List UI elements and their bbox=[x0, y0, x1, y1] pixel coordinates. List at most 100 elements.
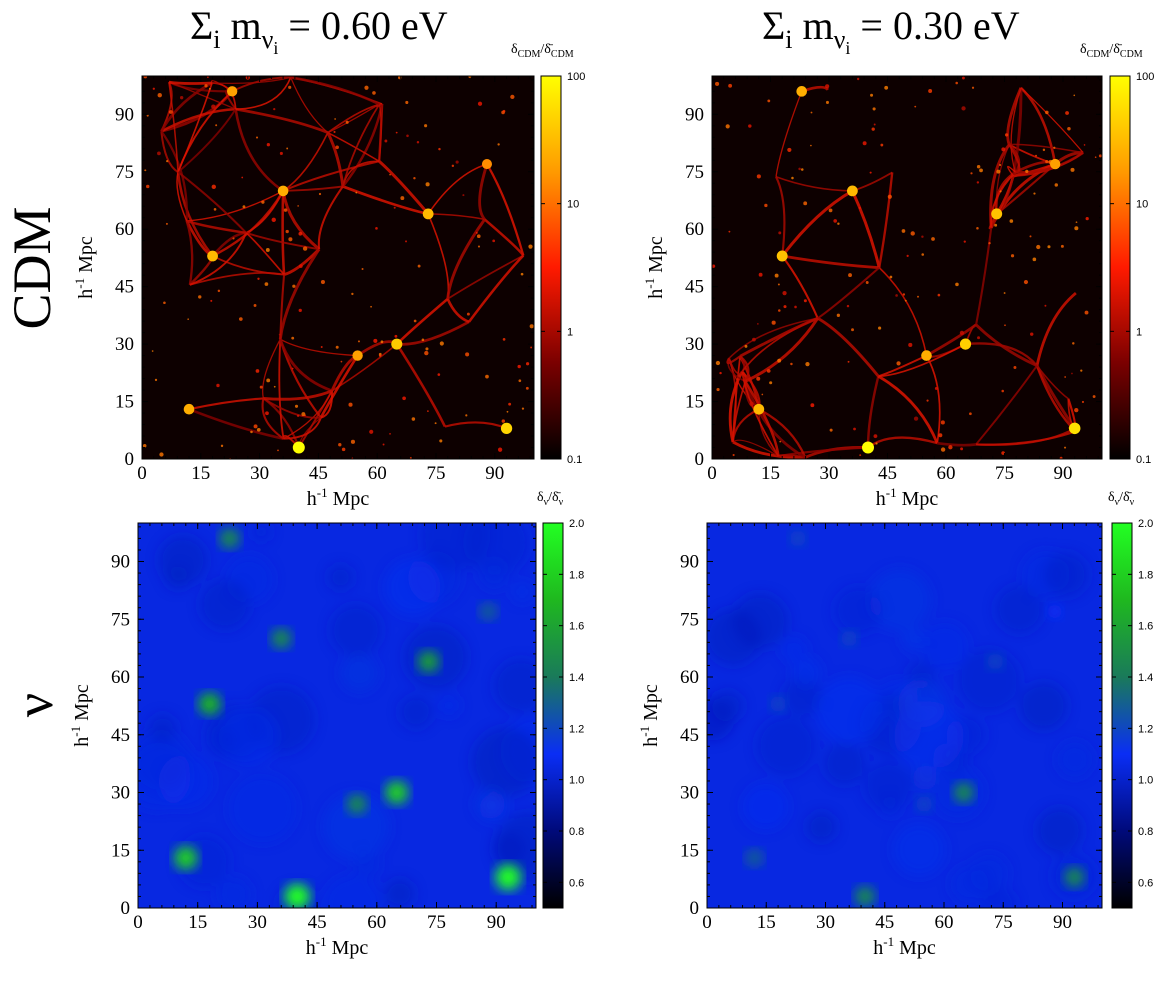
density-peak-4 bbox=[173, 846, 198, 870]
y-tick-label: 0 bbox=[125, 449, 135, 470]
density-peak-2 bbox=[855, 886, 875, 907]
y-tick-label: 45 bbox=[115, 277, 134, 298]
colorbar-label-cdm-1: δCDM/δ̄CDM bbox=[511, 42, 574, 60]
x-tick-label: 90 bbox=[487, 912, 506, 933]
plot-frame bbox=[706, 522, 1103, 909]
filament-network bbox=[142, 76, 534, 459]
x-tick-label: 60 bbox=[367, 912, 386, 933]
x-tick-label: 15 bbox=[757, 912, 776, 933]
colorbar-label-cdm-2: δCDM/δ̄CDM bbox=[1080, 42, 1143, 60]
x-axis-label: h-1 Mpc bbox=[876, 485, 939, 510]
colorbar: 0.1 1 10 100 bbox=[540, 71, 585, 466]
density-peak-1 bbox=[862, 441, 874, 454]
colorbar-label-nu-1: δν/δ̄ν bbox=[537, 490, 564, 508]
colorbar-tick-label: 0.8 bbox=[1138, 826, 1153, 838]
title-nu-sub: i bbox=[845, 38, 851, 59]
y-tick-label: 75 bbox=[685, 162, 704, 183]
y-axis-label: h-1 Mpc bbox=[642, 236, 667, 299]
colorbar-tick-label: 1 bbox=[1136, 326, 1142, 338]
x-axis-label: h-1 Mpc bbox=[306, 934, 369, 959]
colorbar-tick-label: 1.4 bbox=[1138, 672, 1153, 684]
density-peak-3 bbox=[384, 780, 409, 805]
y-tick-label: 0 bbox=[121, 898, 131, 919]
y-tick-label: 15 bbox=[685, 392, 704, 413]
density-peak-7 bbox=[183, 403, 195, 415]
y-tick-label: 60 bbox=[111, 667, 130, 688]
density-peak-7 bbox=[753, 403, 765, 415]
x-axis-label: h-1 Mpc bbox=[307, 485, 370, 510]
density-peak-10 bbox=[479, 602, 498, 621]
density-peak-5 bbox=[422, 208, 434, 220]
colorbar-tick-label: 10 bbox=[1136, 199, 1148, 211]
x-tick-label: 45 bbox=[309, 463, 328, 484]
colorbar-tick-label: 1.0 bbox=[569, 775, 584, 787]
x-tick-label: 90 bbox=[1054, 463, 1073, 484]
density-peak-3 bbox=[953, 782, 974, 803]
x-tick-label: 15 bbox=[191, 463, 210, 484]
y-tick-label: 30 bbox=[115, 334, 134, 355]
title-sigma: Σ bbox=[190, 3, 214, 48]
y-tick-label: 90 bbox=[111, 552, 130, 573]
density-peak-6 bbox=[277, 185, 289, 197]
colorbar-tick-label: 1.8 bbox=[1138, 569, 1153, 581]
density-peak-6 bbox=[417, 651, 440, 673]
colorbar-gradient bbox=[542, 522, 564, 909]
x-tick-label: 60 bbox=[937, 463, 956, 484]
x-tick-label: 75 bbox=[427, 912, 446, 933]
colorbar: 0.1 1 10 100 bbox=[1109, 71, 1154, 466]
heatmap-panel-cdm-0.30: 0 15 30 45 60 75 90 0 15 30 45 60 75 90 h-1 Mpc h-1 Mpc… bbox=[642, 71, 1154, 510]
y-axis-label: h-1 Mpc bbox=[68, 684, 93, 747]
filament-network bbox=[712, 76, 1102, 459]
y-tick-label: 90 bbox=[115, 104, 134, 125]
density-peak-8 bbox=[352, 350, 363, 361]
heatmap-background bbox=[712, 76, 1102, 459]
colorbar-tick-label: 0.1 bbox=[1136, 454, 1151, 466]
x-tick-label: 30 bbox=[250, 463, 269, 484]
y-tick-label: 30 bbox=[685, 334, 704, 355]
x-tick-label: 45 bbox=[878, 463, 897, 484]
density-peak-2 bbox=[1068, 422, 1081, 435]
density-peak-9 bbox=[226, 86, 238, 97]
y-tick-label: 60 bbox=[115, 219, 134, 240]
y-tick-label: 0 bbox=[690, 898, 700, 919]
colorbar-tick-label: 1.2 bbox=[1138, 723, 1153, 735]
y-tick-label: 45 bbox=[685, 277, 704, 298]
colorbar-tick-label: 0.8 bbox=[569, 826, 584, 838]
x-tick-label: 45 bbox=[308, 912, 327, 933]
colorbar-tick-label: 1 bbox=[567, 326, 573, 338]
density-peak-10 bbox=[1050, 158, 1061, 170]
colorbar-tick-label: 0.6 bbox=[1138, 877, 1153, 889]
density-peak-8 bbox=[921, 350, 932, 361]
density-peak-7 bbox=[271, 628, 292, 649]
heatmap-panel-nu-0.60: 0 15 30 45 60 75 90 0 15 30 45 60 75 90 h-1 Mpc h-1 Mpc… bbox=[68, 518, 584, 959]
colorbar-tick-label: 1.0 bbox=[1138, 775, 1153, 787]
y-tick-label: 90 bbox=[685, 104, 704, 125]
density-peak-6 bbox=[987, 653, 1004, 670]
title-sigma-sub: i bbox=[785, 25, 793, 54]
x-tick-label: 30 bbox=[816, 912, 835, 933]
title-col-1: Σi mνi = 0.60 eV bbox=[190, 2, 448, 59]
density-peak-9 bbox=[796, 86, 807, 97]
density-peak-10 bbox=[481, 159, 492, 170]
density-peak-3 bbox=[391, 338, 403, 350]
x-tick-label: 75 bbox=[427, 463, 446, 484]
density-peak-4 bbox=[207, 250, 218, 262]
density-peak-1 bbox=[292, 441, 305, 454]
x-tick-label: 0 bbox=[702, 912, 712, 933]
colorbar: 0.6 0.8 1.0 1.2 1.4 1.6 1.8 2.0 bbox=[1111, 518, 1153, 909]
density-peak-4 bbox=[776, 250, 788, 262]
colorbar-tick-label: 1.6 bbox=[1138, 621, 1153, 633]
y-tick-label: 60 bbox=[680, 667, 699, 688]
heatmap-background bbox=[142, 76, 534, 459]
x-tick-label: 15 bbox=[761, 463, 780, 484]
title-m: m bbox=[220, 3, 262, 48]
x-tick-label: 90 bbox=[1053, 912, 1072, 933]
y-tick-label: 30 bbox=[680, 783, 699, 804]
heatmap-panel-nu-0.30: 0 15 30 45 60 75 90 0 15 30 45 60 75 90 h-1 Mpc h-1 Mpc… bbox=[637, 518, 1153, 959]
density-peak-2 bbox=[284, 883, 311, 908]
heatmap-panel-cdm-0.60: 0 15 30 45 60 75 90 0 15 30 45 60 75 90 h-1 Mpc h-1 Mpc… bbox=[72, 71, 585, 510]
title-value: = 0.60 eV bbox=[278, 3, 448, 48]
x-tick-label: 0 bbox=[133, 912, 143, 933]
density-peak-8 bbox=[346, 794, 367, 815]
